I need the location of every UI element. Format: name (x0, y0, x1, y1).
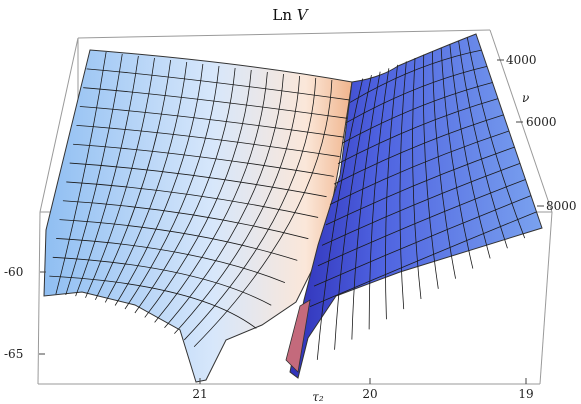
x-tick-label: 20 (362, 387, 377, 401)
mesh-line (316, 78, 364, 360)
mesh-line (334, 75, 372, 350)
x-axis-label: τ₂ (312, 390, 324, 404)
mesh-line (56, 238, 286, 283)
title-prefix: Ln (272, 6, 292, 24)
x-tick-label: 19 (518, 387, 533, 401)
mesh-line (449, 44, 491, 259)
title-variable: V (297, 6, 310, 24)
x-tick-label: 21 (192, 387, 207, 401)
mesh-line (341, 82, 493, 144)
mesh-line (62, 200, 309, 240)
mesh-line (183, 77, 317, 341)
mesh-line (86, 68, 350, 101)
mesh-line (59, 219, 298, 261)
mesh-line (422, 54, 439, 289)
mesh-line (124, 65, 220, 310)
y-axis: 4000 6000 8000 ν (497, 53, 577, 213)
mesh-line (333, 114, 504, 185)
mesh-line (76, 124, 340, 157)
surface (43, 33, 543, 383)
mesh-line (309, 211, 537, 307)
mesh-line (95, 59, 172, 301)
mesh-line (412, 57, 422, 300)
mesh-line (458, 40, 508, 249)
mesh-line (164, 73, 284, 329)
mesh-line (52, 256, 272, 306)
mesh-line (154, 71, 268, 323)
mesh-line (399, 61, 407, 310)
mesh-right (309, 37, 537, 360)
z-axis: -60 -65 (4, 265, 46, 361)
mesh-line (313, 195, 532, 287)
z-tick-label: -60 (4, 265, 23, 279)
mesh-line (440, 47, 474, 269)
mesh-line (73, 143, 334, 177)
x-axis: 21 20 19 τ₂ (192, 378, 534, 404)
mesh-line (345, 65, 488, 124)
mesh-line (134, 67, 236, 314)
y-tick-label: 8000 (546, 199, 577, 213)
chart-title: Ln V (272, 6, 309, 24)
mesh-line (432, 51, 456, 279)
mesh-line (368, 68, 390, 330)
mesh-line (349, 49, 482, 103)
mesh-line (75, 55, 139, 297)
mesh-line (85, 57, 155, 298)
mesh-line (351, 71, 381, 340)
mesh-line (114, 63, 204, 306)
mesh-line (66, 181, 319, 218)
mesh-line (65, 53, 123, 296)
z-tick-label: -65 (4, 347, 23, 361)
mesh-line (385, 64, 398, 320)
mesh-line (193, 79, 333, 348)
mesh-line (49, 275, 257, 329)
mesh-line (317, 179, 526, 267)
mesh-line (325, 146, 515, 226)
mesh-line (144, 69, 252, 318)
mesh-line (79, 106, 345, 138)
mesh-left (49, 51, 350, 348)
mesh-line (55, 51, 107, 295)
mesh-line (329, 130, 510, 205)
mesh-line (174, 75, 301, 334)
y-axis-label: ν (522, 91, 529, 105)
y-tick-label: 4000 (506, 53, 537, 67)
mesh-line (466, 37, 526, 239)
mesh-line (321, 162, 521, 246)
y-tick-label: 6000 (526, 115, 557, 129)
mesh-line (83, 87, 348, 119)
surface-trough (285, 299, 311, 373)
mesh-line (104, 61, 188, 303)
